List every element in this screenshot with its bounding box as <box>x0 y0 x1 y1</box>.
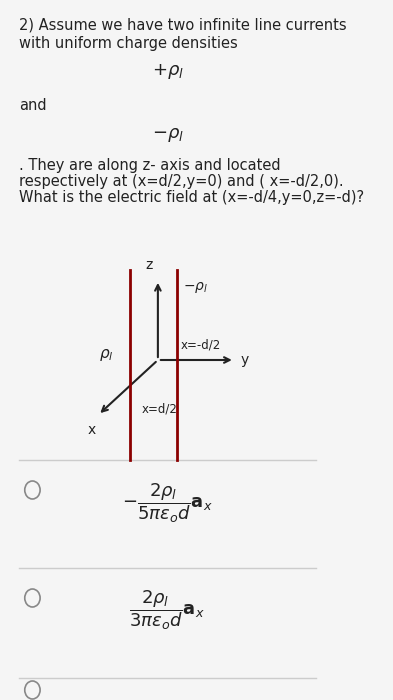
Text: x: x <box>87 423 95 437</box>
Text: $\rho_l$: $\rho_l$ <box>99 347 113 363</box>
Text: $\dfrac{2\rho_l}{3\pi\epsilon_o d}\mathbf{a}_x$: $\dfrac{2\rho_l}{3\pi\epsilon_o d}\mathb… <box>129 588 205 632</box>
Text: respectively at (x=d/2,y=0) and ( x=-d/2,0).: respectively at (x=d/2,y=0) and ( x=-d/2… <box>19 174 343 189</box>
Text: 2) Assume we have two infinite line currents: 2) Assume we have two infinite line curr… <box>19 18 346 33</box>
Text: $-\rho_l$: $-\rho_l$ <box>152 126 184 144</box>
Text: y: y <box>241 353 249 367</box>
Text: and: and <box>19 98 46 113</box>
Text: . They are along z- axis and located: . They are along z- axis and located <box>19 158 280 173</box>
Text: x=d/2: x=d/2 <box>141 402 178 415</box>
Text: $+\rho_l$: $+\rho_l$ <box>152 62 184 81</box>
Text: z: z <box>146 258 153 272</box>
Text: with uniform charge densities: with uniform charge densities <box>19 36 237 51</box>
Text: What is the electric field at (x=-d/4,y=0,z=-d)?: What is the electric field at (x=-d/4,y=… <box>19 190 364 205</box>
Text: x=-d/2: x=-d/2 <box>181 339 221 351</box>
Text: $-\rho_l$: $-\rho_l$ <box>184 280 209 295</box>
Text: $-\dfrac{2\rho_l}{5\pi\epsilon_o d}\mathbf{a}_x$: $-\dfrac{2\rho_l}{5\pi\epsilon_o d}\math… <box>122 481 213 525</box>
